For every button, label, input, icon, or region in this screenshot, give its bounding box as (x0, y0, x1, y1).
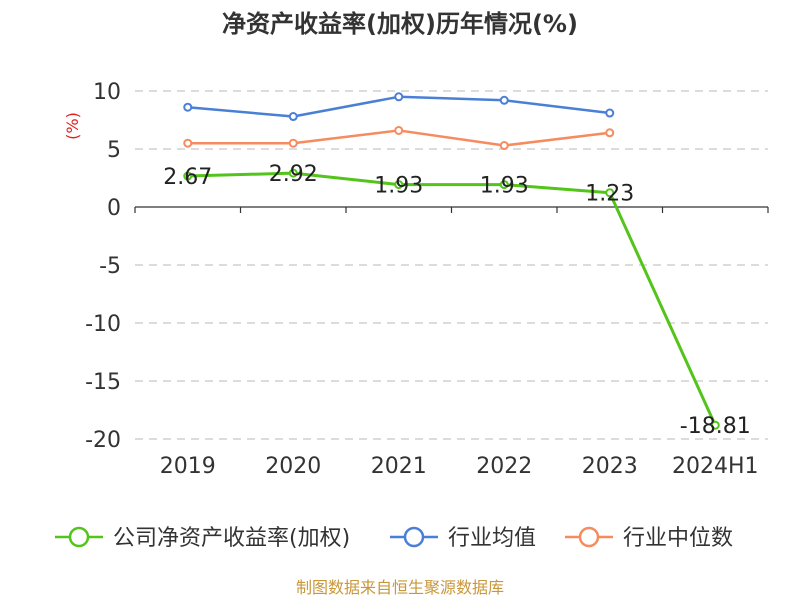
y-axis-label: (%) (63, 112, 82, 140)
data-label: 1.93 (480, 174, 529, 199)
data-label: 1.93 (374, 174, 423, 199)
y-axis: 10 5 0 -5 -10 -15 -20 (85, 80, 121, 453)
grid (135, 90, 768, 440)
x-tick-label: 2024H1 (672, 454, 759, 479)
legend-label: 公司净资产收益率(加权) (113, 526, 350, 551)
y-tick-label: 10 (93, 80, 121, 105)
data-point (394, 180, 404, 190)
chart-title: 净资产收益率(加权)历年情况(%) (222, 10, 578, 38)
legend-label: 行业中位数 (623, 526, 733, 551)
data-point (499, 95, 509, 105)
legend-marker (403, 526, 425, 548)
data-point (605, 188, 615, 198)
data-point (288, 138, 298, 148)
data-point (183, 138, 193, 148)
data-point (499, 180, 509, 190)
series-line-0 (187, 171, 717, 426)
y-tick-label: -5 (99, 254, 121, 279)
data-label: 1.23 (585, 182, 634, 207)
x-tick-label: 2019 (160, 454, 216, 479)
data-point (288, 112, 298, 122)
legend-marker (68, 526, 90, 548)
legend-marker (578, 526, 600, 548)
data-point (183, 102, 193, 112)
data-label: 2.92 (269, 162, 318, 187)
y-tick-label: 0 (107, 196, 121, 221)
x-tick-label: 2022 (476, 454, 532, 479)
data-point (605, 108, 615, 118)
y-tick-label: -15 (85, 370, 121, 395)
y-tick-label: -10 (85, 312, 121, 337)
x-tick-label: 2023 (582, 454, 638, 479)
legend-label: 行业均值 (448, 526, 536, 551)
data-point (394, 92, 404, 102)
data-point (710, 420, 720, 430)
data-label: -18.81 (680, 414, 751, 439)
data-point (288, 168, 298, 178)
x-axis: 2019 2020 2021 2022 2023 2024H1 (134, 206, 769, 479)
x-tick-label: 2021 (371, 454, 427, 479)
legend: 公司净资产收益率(加权) 行业均值 行业中位数 (55, 526, 733, 551)
y-tick-label: 5 (107, 138, 121, 163)
data-label: 2.67 (163, 165, 212, 190)
y-tick-label: -20 (85, 428, 121, 453)
series-group: 2.67 2.92 1.93 1.93 1.23 -18.81 (163, 92, 751, 439)
x-tick-label: 2020 (265, 454, 321, 479)
data-point (183, 171, 193, 181)
data-point (605, 128, 615, 138)
data-point (394, 125, 404, 135)
source-note: 制图数据来自恒生聚源数据库 (296, 578, 504, 597)
data-point (499, 141, 509, 151)
